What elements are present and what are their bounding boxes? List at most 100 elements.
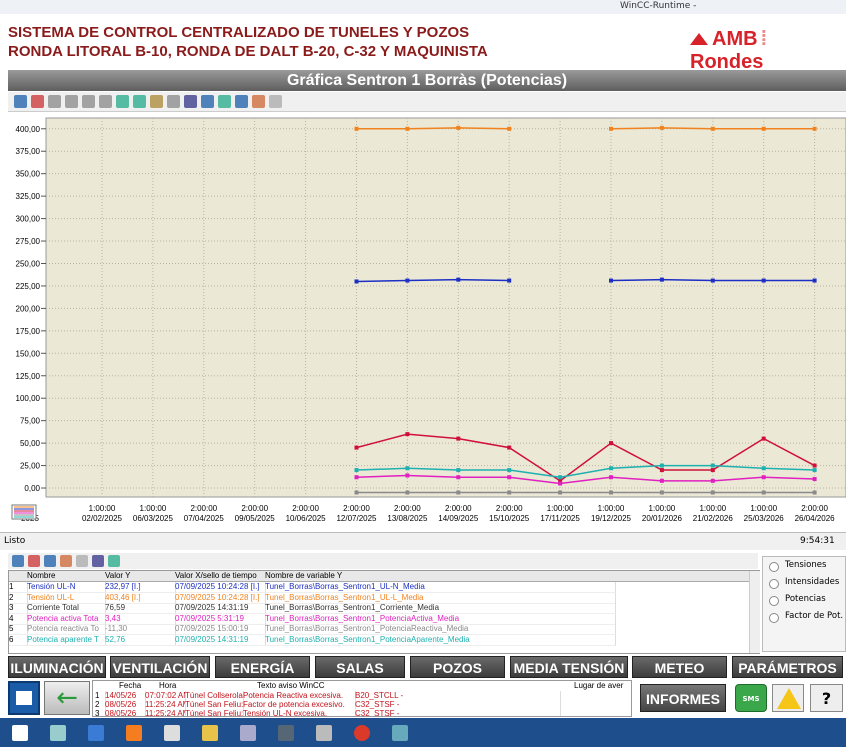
toolbar-icon[interactable] (269, 95, 282, 108)
series-marker (762, 127, 766, 131)
taskbar-icon[interactable] (316, 725, 332, 741)
table-cell: 07/09/2025 14:31:19 (175, 603, 266, 614)
y-tick-label: 225,00 (16, 282, 41, 291)
table-cell: Tensión UL-L (27, 593, 106, 604)
taskbar-icon[interactable] (50, 725, 66, 741)
alarm-column-header: Fecha (119, 681, 159, 691)
series-marker (609, 127, 613, 131)
help-button[interactable]: ? (810, 684, 843, 712)
table-cell: 3 (9, 603, 28, 614)
logo: AMB⁞Rondes (690, 28, 840, 54)
alarm-cell: Tensión UL-N excesiva. (243, 709, 356, 717)
y-tick-label: 0,00 (24, 484, 40, 493)
series-marker (355, 475, 359, 479)
toolbar-icon[interactable] (150, 95, 163, 108)
toolbar-icon[interactable] (201, 95, 214, 108)
informes-button[interactable]: INFORMES (640, 684, 726, 712)
toolbar-icon[interactable] (108, 555, 120, 567)
series-marker (609, 466, 613, 470)
home-button[interactable] (8, 681, 40, 715)
warning-button[interactable] (772, 684, 804, 712)
toolbar-icon[interactable] (92, 555, 104, 567)
y-tick-label: 200,00 (16, 304, 41, 313)
toolbar-icon[interactable] (167, 95, 180, 108)
table-cell: 4 (9, 614, 28, 625)
x-tick-label: 2:00:00 (241, 504, 268, 513)
radio-button[interactable] (769, 613, 779, 623)
toolbar-icon[interactable] (76, 555, 88, 567)
taskbar-icon[interactable] (392, 725, 408, 741)
series-marker (355, 491, 359, 495)
alarm-cell: C32_STSF - (355, 709, 561, 717)
table-cell: 07/09/2025 10:24:28 [I.] (175, 593, 266, 604)
toolbar-icon[interactable] (12, 555, 24, 567)
table-cell: 76,59 (105, 603, 176, 614)
chart-title: Gráfica Sentron 1 Borràs (Potencias) (8, 70, 846, 91)
alarm-column-header: Hora (159, 681, 199, 691)
nav-button[interactable]: SALAS (315, 656, 405, 678)
taskbar-icon[interactable] (126, 725, 142, 741)
taskbar-icon[interactable] (88, 725, 104, 741)
radio-label: Factor de Pot. (785, 611, 843, 621)
radio-button[interactable] (769, 579, 779, 589)
taskbar-icon[interactable] (278, 725, 294, 741)
series-marker (762, 466, 766, 470)
table-cell: Tunel_Borras\Borras_Sentron1_PotenciaAct… (265, 614, 616, 625)
series-marker (456, 437, 460, 441)
toolbar-icon[interactable] (82, 95, 95, 108)
table-cell: 403,46 [I.] (105, 593, 176, 604)
toolbar-icon[interactable] (218, 95, 231, 108)
x-tick-label: 10/06/2025 (286, 514, 327, 523)
x-tick-label: 07/04/2025 (184, 514, 225, 523)
toolbar-icon[interactable] (99, 95, 112, 108)
toolbar-icon[interactable] (184, 95, 197, 108)
toolbar-icon[interactable] (116, 95, 129, 108)
taskbar-icon[interactable] (164, 725, 180, 741)
table-cell: Tunel_Borras\Borras_Sentron1_PotenciaApa… (265, 635, 616, 646)
nav-button[interactable]: MEDIA TENSIÓN (510, 656, 628, 678)
taskbar-icon[interactable] (12, 725, 28, 741)
toolbar-icon[interactable] (14, 95, 27, 108)
radio-button[interactable] (769, 596, 779, 606)
toolbar-icon[interactable] (44, 555, 56, 567)
toolbar-icon[interactable] (60, 555, 72, 567)
series-marker (609, 441, 613, 445)
series-marker (711, 127, 715, 131)
toolbar-icon[interactable] (28, 555, 40, 567)
series-marker (507, 279, 511, 283)
x-tick-label: 26/04/2026 (795, 514, 836, 523)
series-marker (660, 464, 664, 468)
value-table: NombreValor YValor X/sello de tiempoNomb… (8, 570, 760, 654)
taskbar-icon[interactable] (354, 725, 370, 741)
nav-button[interactable]: METEO (632, 656, 727, 678)
taskbar-icon[interactable] (240, 725, 256, 741)
table-cell: 2 (9, 593, 28, 604)
series-marker (711, 468, 715, 472)
toolbar-icon[interactable] (65, 95, 78, 108)
title-bar: WinCC-Runtime - (0, 0, 846, 14)
back-button[interactable]: ← (44, 681, 90, 715)
nav-button[interactable]: VENTILACIÓN (110, 656, 210, 678)
nav-button[interactable]: ENERGÍA (215, 656, 310, 678)
nav-button[interactable]: PARÁMETROS (732, 656, 843, 678)
toolbar-icon[interactable] (133, 95, 146, 108)
trend-toolbar (8, 92, 846, 112)
toolbar-icon[interactable] (48, 95, 61, 108)
sms-button[interactable]: SMS (735, 684, 767, 712)
series-marker (355, 468, 359, 472)
series-marker (660, 468, 664, 472)
series-marker (456, 468, 460, 472)
series-marker (813, 279, 817, 283)
series-marker (355, 446, 359, 450)
column-header: Nombre de variable Y (265, 571, 615, 581)
nav-button[interactable]: POZOS (410, 656, 505, 678)
toolbar-icon[interactable] (31, 95, 44, 108)
toolbar-icon[interactable] (235, 95, 248, 108)
table-cell: Potencia reactiva To (27, 624, 106, 635)
radio-button[interactable] (769, 562, 779, 572)
toolbar-icon[interactable] (252, 95, 265, 108)
taskbar-icon[interactable] (202, 725, 218, 741)
x-tick-label: 13/08/2025 (387, 514, 428, 523)
nav-button[interactable]: ILUMINACIÓN (8, 656, 106, 678)
table-cell: Tunel_Borras\Borras_Sentron1_UL-N_Media (265, 582, 616, 593)
